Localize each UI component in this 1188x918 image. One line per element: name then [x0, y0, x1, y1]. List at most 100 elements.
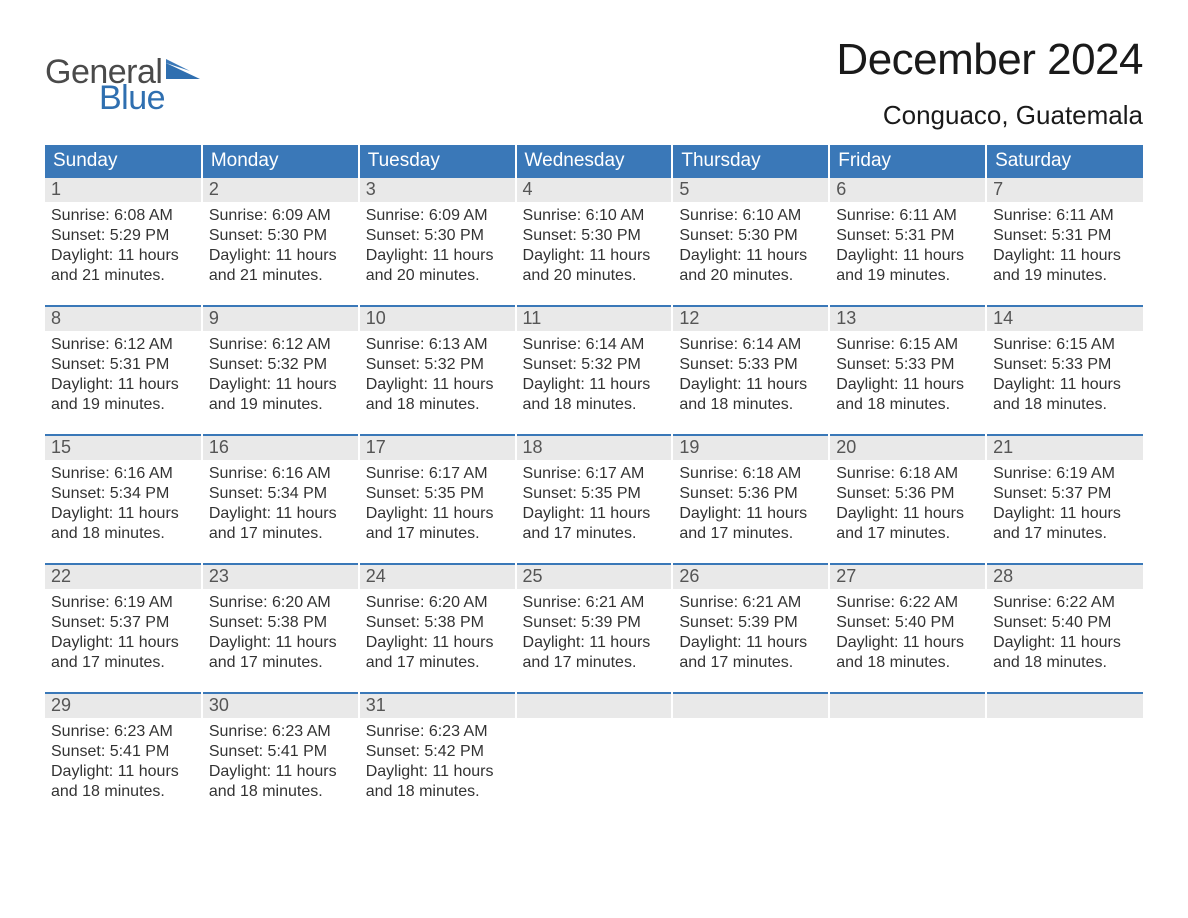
day-number: 12: [672, 306, 829, 331]
day-content-row: Sunrise: 6:08 AMSunset: 5:29 PMDaylight:…: [45, 202, 1143, 306]
day-content-row: Sunrise: 6:19 AMSunset: 5:37 PMDaylight:…: [45, 589, 1143, 693]
day-number-row: 1234567: [45, 178, 1143, 202]
day-cell: Sunrise: 6:09 AMSunset: 5:30 PMDaylight:…: [202, 202, 359, 306]
sunrise-line: Sunrise: 6:20 AM: [209, 593, 352, 613]
daylight-line-1: Daylight: 11 hours: [679, 633, 822, 653]
daylight-line-1: Daylight: 11 hours: [51, 633, 195, 653]
daylight-line-1: Daylight: 11 hours: [366, 246, 509, 266]
sunset-line: Sunset: 5:36 PM: [679, 484, 822, 504]
day-number: 22: [45, 564, 202, 589]
daylight-line-2: and 17 minutes.: [51, 653, 195, 673]
daylight-line-1: Daylight: 11 hours: [993, 633, 1137, 653]
sunrise-line: Sunrise: 6:17 AM: [523, 464, 666, 484]
sunset-line: Sunset: 5:32 PM: [209, 355, 352, 375]
day-content-row: Sunrise: 6:16 AMSunset: 5:34 PMDaylight:…: [45, 460, 1143, 564]
daylight-line-1: Daylight: 11 hours: [523, 375, 666, 395]
daylight-line-2: and 17 minutes.: [993, 524, 1137, 544]
sunrise-line: Sunrise: 6:09 AM: [209, 206, 352, 226]
sunset-line: Sunset: 5:30 PM: [209, 226, 352, 246]
sunset-line: Sunset: 5:37 PM: [993, 484, 1137, 504]
weekday-header: Thursday: [672, 145, 829, 178]
day-number: 9: [202, 306, 359, 331]
sunrise-line: Sunrise: 6:21 AM: [679, 593, 822, 613]
daylight-line-2: and 19 minutes.: [51, 395, 195, 415]
day-number: 3: [359, 178, 516, 202]
day-cell: [672, 718, 829, 814]
sunset-line: Sunset: 5:35 PM: [366, 484, 509, 504]
daylight-line-1: Daylight: 11 hours: [209, 246, 352, 266]
day-cell: Sunrise: 6:09 AMSunset: 5:30 PMDaylight:…: [359, 202, 516, 306]
day-cell: Sunrise: 6:16 AMSunset: 5:34 PMDaylight:…: [202, 460, 359, 564]
day-cell: Sunrise: 6:14 AMSunset: 5:32 PMDaylight:…: [516, 331, 673, 435]
sunrise-line: Sunrise: 6:14 AM: [679, 335, 822, 355]
sunset-line: Sunset: 5:35 PM: [523, 484, 666, 504]
sunset-line: Sunset: 5:39 PM: [679, 613, 822, 633]
sunrise-line: Sunrise: 6:17 AM: [366, 464, 509, 484]
daylight-line-2: and 18 minutes.: [679, 395, 822, 415]
daylight-line-1: Daylight: 11 hours: [836, 246, 979, 266]
day-number: 5: [672, 178, 829, 202]
day-cell: Sunrise: 6:10 AMSunset: 5:30 PMDaylight:…: [672, 202, 829, 306]
brand-word-2: Blue: [99, 81, 200, 115]
day-cell: Sunrise: 6:15 AMSunset: 5:33 PMDaylight:…: [829, 331, 986, 435]
day-number: 10: [359, 306, 516, 331]
sunrise-line: Sunrise: 6:15 AM: [993, 335, 1137, 355]
sunrise-line: Sunrise: 6:23 AM: [366, 722, 509, 742]
day-number: 6: [829, 178, 986, 202]
daylight-line-2: and 18 minutes.: [993, 653, 1137, 673]
daylight-line-2: and 18 minutes.: [993, 395, 1137, 415]
daylight-line-2: and 21 minutes.: [209, 266, 352, 286]
sunset-line: Sunset: 5:31 PM: [993, 226, 1137, 246]
day-number: 15: [45, 435, 202, 460]
weekday-header: Sunday: [45, 145, 202, 178]
day-number: 29: [45, 693, 202, 718]
page-title: December 2024: [836, 35, 1143, 85]
day-number: 30: [202, 693, 359, 718]
sunset-line: Sunset: 5:30 PM: [366, 226, 509, 246]
sunrise-line: Sunrise: 6:09 AM: [366, 206, 509, 226]
day-cell: Sunrise: 6:19 AMSunset: 5:37 PMDaylight:…: [45, 589, 202, 693]
sunrise-line: Sunrise: 6:13 AM: [366, 335, 509, 355]
daylight-line-1: Daylight: 11 hours: [366, 375, 509, 395]
daylight-line-1: Daylight: 11 hours: [679, 246, 822, 266]
day-cell: Sunrise: 6:18 AMSunset: 5:36 PMDaylight:…: [672, 460, 829, 564]
daylight-line-1: Daylight: 11 hours: [366, 504, 509, 524]
sunset-line: Sunset: 5:30 PM: [523, 226, 666, 246]
sunrise-line: Sunrise: 6:10 AM: [679, 206, 822, 226]
day-content-row: Sunrise: 6:12 AMSunset: 5:31 PMDaylight:…: [45, 331, 1143, 435]
sunset-line: Sunset: 5:31 PM: [836, 226, 979, 246]
daylight-line-1: Daylight: 11 hours: [993, 246, 1137, 266]
daylight-line-2: and 18 minutes.: [836, 653, 979, 673]
daylight-line-2: and 20 minutes.: [679, 266, 822, 286]
daylight-line-1: Daylight: 11 hours: [679, 504, 822, 524]
day-number: 31: [359, 693, 516, 718]
day-number: 11: [516, 306, 673, 331]
daylight-line-1: Daylight: 11 hours: [209, 762, 352, 782]
day-number: 24: [359, 564, 516, 589]
sunset-line: Sunset: 5:33 PM: [679, 355, 822, 375]
day-number: 1: [45, 178, 202, 202]
day-cell: [516, 718, 673, 814]
day-number-row: 891011121314: [45, 306, 1143, 331]
day-number: 2: [202, 178, 359, 202]
day-cell: Sunrise: 6:15 AMSunset: 5:33 PMDaylight:…: [986, 331, 1143, 435]
day-cell: Sunrise: 6:22 AMSunset: 5:40 PMDaylight:…: [829, 589, 986, 693]
sunrise-line: Sunrise: 6:14 AM: [523, 335, 666, 355]
day-number: [672, 693, 829, 718]
day-number-row: 22232425262728: [45, 564, 1143, 589]
sunset-line: Sunset: 5:41 PM: [51, 742, 195, 762]
daylight-line-1: Daylight: 11 hours: [51, 504, 195, 524]
day-cell: Sunrise: 6:23 AMSunset: 5:42 PMDaylight:…: [359, 718, 516, 814]
day-number: 21: [986, 435, 1143, 460]
daylight-line-2: and 21 minutes.: [51, 266, 195, 286]
day-number: 23: [202, 564, 359, 589]
daylight-line-1: Daylight: 11 hours: [836, 375, 979, 395]
sunset-line: Sunset: 5:41 PM: [209, 742, 352, 762]
sunset-line: Sunset: 5:38 PM: [209, 613, 352, 633]
calendar-table: Sunday Monday Tuesday Wednesday Thursday…: [45, 145, 1143, 814]
daylight-line-2: and 20 minutes.: [523, 266, 666, 286]
daylight-line-2: and 17 minutes.: [523, 653, 666, 673]
daylight-line-2: and 17 minutes.: [679, 524, 822, 544]
day-cell: Sunrise: 6:12 AMSunset: 5:32 PMDaylight:…: [202, 331, 359, 435]
sunrise-line: Sunrise: 6:10 AM: [523, 206, 666, 226]
